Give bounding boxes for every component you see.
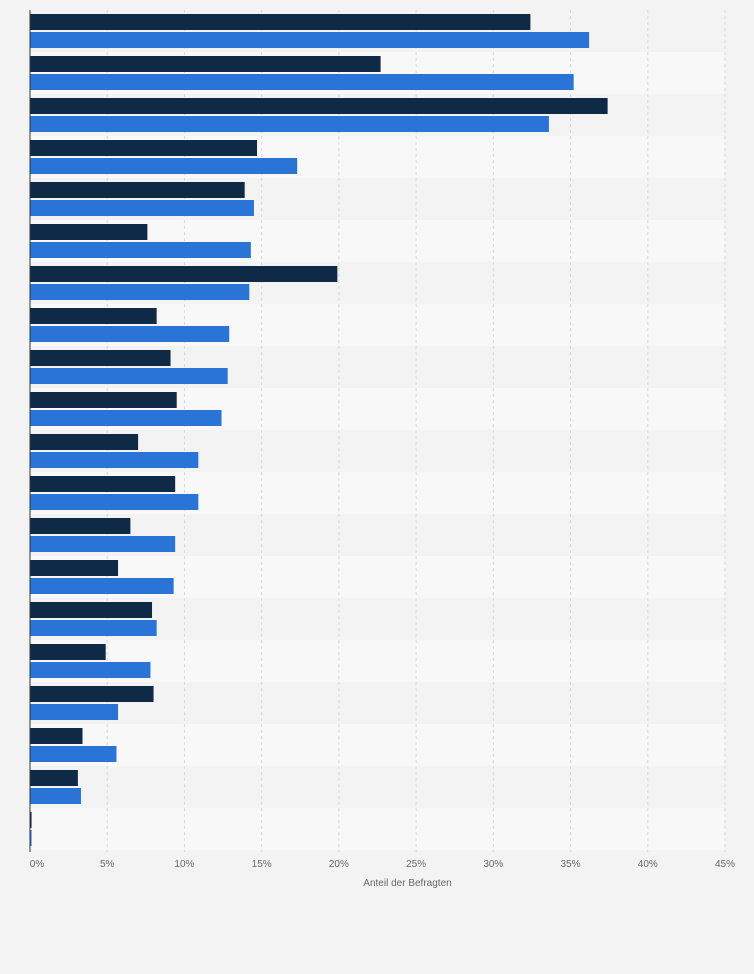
- bar-series-1: [30, 56, 381, 72]
- bar-series-1: [30, 518, 131, 534]
- bar-series-2: [30, 662, 151, 678]
- bar-series-1: [30, 728, 83, 744]
- bar-series-2: [30, 620, 157, 636]
- row-band: [30, 766, 725, 808]
- bar-series-2: [30, 788, 81, 804]
- bar-series-2: [30, 326, 230, 342]
- x-tick-label: 15%: [252, 859, 272, 870]
- bar-series-2: [30, 578, 174, 594]
- row-band: [30, 724, 725, 766]
- bar-series-2: [30, 536, 176, 552]
- bar-series-1: [30, 392, 177, 408]
- bar-series-2: [30, 284, 250, 300]
- bar-series-1: [30, 434, 139, 450]
- bar-series-1: [30, 476, 176, 492]
- bar-series-1: [30, 560, 119, 576]
- x-tick-label: 40%: [638, 859, 658, 870]
- bar-series-1: [30, 140, 258, 156]
- x-tick-label: 45%: [715, 859, 735, 870]
- bar-series-1: [30, 770, 78, 786]
- bar-series-2: [30, 494, 199, 510]
- x-tick-label: 5%: [100, 859, 115, 870]
- bar-series-1: [30, 224, 148, 240]
- bar-series-1: [30, 644, 106, 660]
- bar-series-1: [30, 182, 245, 198]
- bar-series-2: [30, 746, 117, 762]
- bar-series-2: [30, 410, 222, 426]
- row-band: [30, 808, 725, 850]
- bar-series-1: [30, 98, 608, 114]
- bar-series-1: [30, 812, 32, 828]
- x-tick-label: 35%: [561, 859, 581, 870]
- bar-series-1: [30, 266, 338, 282]
- bar-series-1: [30, 308, 157, 324]
- bar-series-2: [30, 116, 549, 132]
- bar-series-1: [30, 686, 154, 702]
- bar-series-2: [30, 704, 119, 720]
- bar-series-2: [30, 158, 298, 174]
- bar-series-2: [30, 830, 32, 846]
- x-tick-label: 25%: [406, 859, 426, 870]
- bar-series-1: [30, 602, 153, 618]
- bar-series-2: [30, 368, 228, 384]
- bar-series-1: [30, 350, 171, 366]
- x-tick-label: 0%: [30, 859, 45, 870]
- bar-series-2: [30, 32, 590, 48]
- bar-series-1: [30, 14, 531, 30]
- bar-series-2: [30, 242, 251, 258]
- bar-series-2: [30, 452, 199, 468]
- bar-series-2: [30, 74, 574, 90]
- bar-series-2: [30, 200, 254, 216]
- x-tick-label: 20%: [329, 859, 349, 870]
- x-tick-label: 10%: [174, 859, 194, 870]
- x-tick-label: 30%: [483, 859, 503, 870]
- x-axis-label: Anteil der Befragten: [363, 878, 451, 889]
